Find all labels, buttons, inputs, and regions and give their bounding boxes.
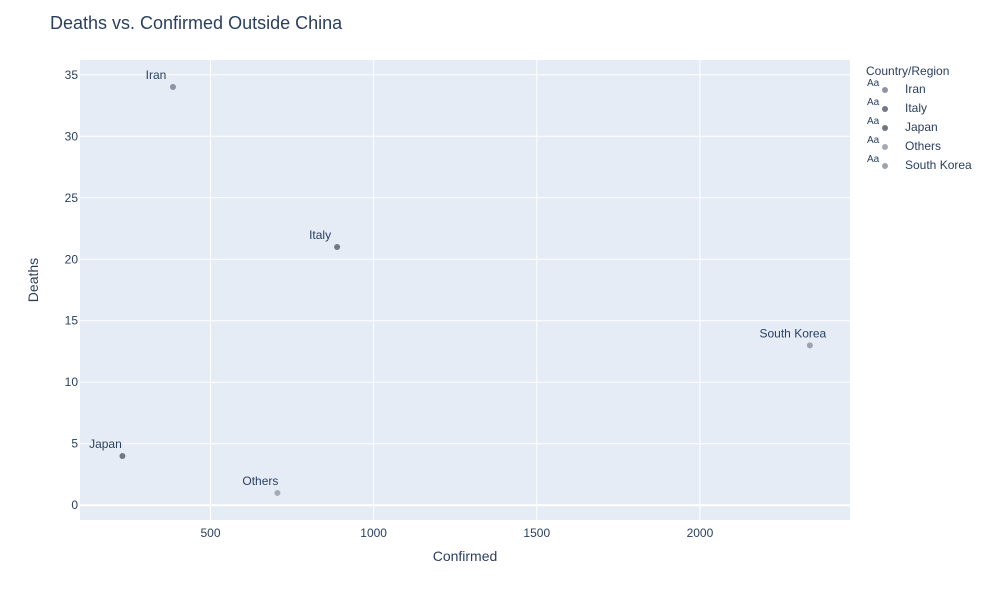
y-tick-label: 5 bbox=[71, 437, 78, 451]
x-tick-label: 2000 bbox=[687, 526, 714, 540]
legend-item[interactable]: Aa Others bbox=[866, 135, 949, 156]
point-label: Italy bbox=[309, 228, 331, 242]
legend-label: Japan bbox=[905, 120, 938, 134]
data-point bbox=[806, 342, 813, 349]
data-point bbox=[274, 489, 281, 496]
legend-title: Country/Region bbox=[866, 64, 950, 78]
legend-label: Italy bbox=[905, 101, 928, 115]
legend-marker-icon bbox=[882, 106, 888, 112]
plot-area bbox=[80, 60, 850, 520]
y-tick-label: 35 bbox=[65, 68, 79, 82]
x-tick-label: 1500 bbox=[523, 526, 550, 540]
legend-marker-icon bbox=[882, 163, 888, 169]
y-tick-label: 10 bbox=[65, 375, 79, 389]
data-point bbox=[334, 243, 341, 250]
y-tick-label: 0 bbox=[71, 498, 78, 512]
gridlines bbox=[80, 60, 850, 520]
point-label: Iran bbox=[146, 68, 167, 82]
x-tick-label: 1000 bbox=[360, 526, 387, 540]
legend-label: South Korea bbox=[905, 158, 972, 172]
y-tick-label: 15 bbox=[65, 314, 79, 328]
legend-text-symbol: Aa bbox=[867, 116, 880, 127]
y-tick-label: 20 bbox=[65, 252, 79, 266]
legend: Country/Region Aa Iran Aa Italy Aa Japan Aa Oth… bbox=[866, 64, 972, 175]
legend-marker-icon bbox=[882, 87, 888, 93]
legend-item[interactable]: Aa Japan bbox=[866, 116, 949, 137]
axis-ticks: 500 1000 1500 2000 0 5 10 15 20 25 30 35 bbox=[65, 68, 714, 540]
legend-label: Iran bbox=[905, 82, 926, 96]
legend-text-symbol: Aa bbox=[867, 154, 880, 165]
legend-label: Others bbox=[905, 139, 942, 153]
legend-item[interactable]: Aa Italy bbox=[866, 97, 949, 118]
chart-title: Deaths vs. Confirmed Outside China bbox=[50, 13, 343, 33]
legend-text-symbol: Aa bbox=[867, 135, 880, 146]
data-points: Iran Italy Japan Others South Korea bbox=[89, 68, 827, 496]
legend-item[interactable]: Aa Iran bbox=[866, 78, 949, 99]
y-tick-label: 25 bbox=[65, 191, 79, 205]
x-tick-label: 500 bbox=[200, 526, 220, 540]
legend-item[interactable]: Aa South Korea bbox=[866, 154, 972, 175]
data-point bbox=[119, 453, 126, 460]
data-point bbox=[169, 84, 176, 91]
legend-marker-icon bbox=[882, 144, 888, 150]
point-label: Japan bbox=[89, 437, 122, 451]
legend-marker-icon bbox=[882, 125, 888, 131]
legend-text-symbol: Aa bbox=[867, 78, 880, 89]
y-tick-label: 30 bbox=[65, 129, 79, 143]
y-axis-title: Deaths bbox=[25, 258, 41, 302]
legend-text-symbol: Aa bbox=[867, 97, 880, 108]
x-axis-title: Confirmed bbox=[433, 548, 498, 564]
point-label: Others bbox=[242, 474, 278, 488]
point-label: South Korea bbox=[760, 326, 827, 340]
